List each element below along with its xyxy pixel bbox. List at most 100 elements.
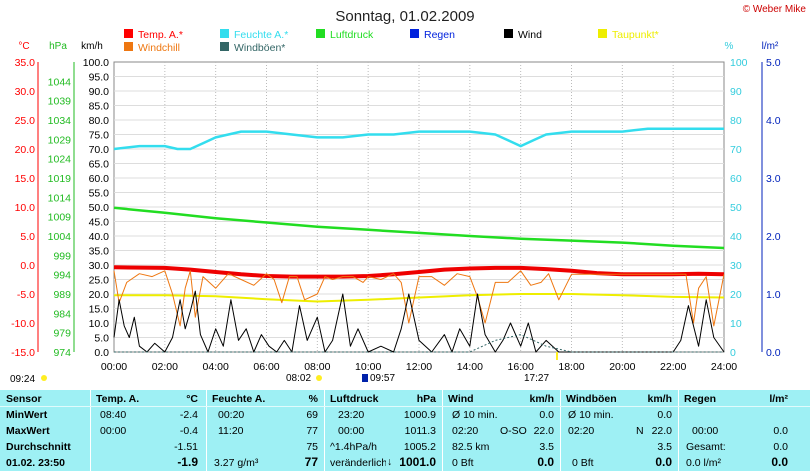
hpa-tick-label: 1024: [48, 154, 72, 166]
legend-swatch-7: [220, 42, 229, 51]
cur-feuchte-abs: 3.27 g/m³: [214, 457, 259, 469]
temp-tick-label: -15.0: [11, 347, 35, 359]
sensor-header: Sensor: [6, 393, 42, 405]
hpa-tick-label: 1044: [48, 76, 72, 88]
kmh-tick-label: 80.0: [89, 115, 110, 127]
sun-icon-2: [316, 375, 322, 381]
kmh-tick-label: 5.0: [94, 333, 109, 345]
legend-swatch-1: [220, 29, 229, 38]
kmh-tick-label: 15.0: [89, 304, 110, 316]
max-feuchte-value: 77: [306, 425, 318, 437]
time-tick-label: 12:00: [406, 361, 432, 373]
rain-tick-label: 5.0: [766, 57, 781, 69]
row-current-label: 01.02. 23:50: [6, 457, 65, 469]
time-tick-label: 10:00: [355, 361, 381, 373]
legend-swatch-5: [598, 29, 607, 38]
cur-temp-value: -1.9: [177, 455, 198, 469]
kmh-tick-label: 60.0: [89, 173, 110, 185]
hpa-tick-label: 989: [53, 289, 71, 301]
time-tick-label: 20:00: [609, 361, 635, 373]
marker-t2: 09:57: [370, 373, 395, 384]
min-boeen-value: 0.0: [657, 409, 672, 421]
min-feuchte-value: 69: [306, 409, 318, 421]
cur-wind-value: 0.0: [537, 455, 554, 469]
hpa-tick-label: 994: [53, 270, 71, 282]
legend-label-6: Windchill: [138, 42, 180, 54]
windboeen-header: Windböen: [566, 393, 617, 405]
pct-tick-label: 40: [730, 231, 742, 243]
avg-druck-value: 1005.2: [403, 441, 436, 453]
time-tick-label: 02:00: [152, 361, 178, 373]
time-tick-label: 00:00: [101, 361, 127, 373]
temp-unit-header: °C: [186, 393, 198, 405]
pct-tick-label: 30: [730, 260, 742, 272]
kmh-tick-label: 20.0: [89, 289, 110, 301]
time-tick-label: 16:00: [508, 361, 534, 373]
row-avg-label: Durchschnitt: [6, 441, 71, 453]
kmh-tick-label: 40.0: [89, 231, 110, 243]
cur-regen-value: 0.0: [771, 455, 788, 469]
temp-tick-label: -10.0: [11, 318, 35, 330]
feuchte-header: Feuchte A.: [212, 393, 266, 405]
temp-tick-label: -5.0: [17, 289, 35, 301]
legend-label-2: Luftdruck: [330, 29, 374, 41]
pct-tick-label: 60: [730, 173, 742, 185]
min-wind-value: 0.0: [539, 409, 554, 421]
time-tick-label: 08:00: [304, 361, 330, 373]
axis-units: °C hPa km/h % l/m²: [18, 41, 779, 52]
max-boeen-value: 22.0: [651, 425, 672, 437]
pct-tick-label: 80: [730, 115, 742, 127]
hpa-tick-label: 1019: [48, 173, 72, 185]
legend-label-3: Regen: [424, 29, 455, 41]
max-temp-value: -0.4: [179, 425, 198, 437]
cur-feuchte-value: 77: [304, 455, 318, 469]
regen-header: Regen: [684, 393, 717, 405]
avg-regen-value: 0.0: [773, 441, 788, 453]
cur-wind-bft: 0 Bft: [452, 457, 474, 469]
wind-header: Wind: [448, 393, 474, 405]
legend-label-0: Temp. A.*: [138, 29, 183, 41]
temp-tick-label: 30.0: [15, 86, 36, 98]
temp-tick-label: 35.0: [15, 57, 36, 69]
pct-tick-label: 50: [730, 202, 742, 214]
down-arrow-icon: ↓: [387, 456, 393, 468]
avg-temp-value: -1.51: [174, 441, 198, 453]
hpa-tick-label: 979: [53, 328, 71, 340]
min-boeen-label: Ø 10 min.: [568, 409, 614, 421]
pct-tick-label: 90: [730, 86, 742, 98]
kmh-tick-label: 0.0: [94, 347, 109, 359]
kmh-tick-label: 35.0: [89, 246, 110, 258]
avg-druck-trend: ^1.4hPa/h: [330, 441, 377, 453]
series-wind-line: [113, 290, 725, 353]
legend: Temp. A.* Feuchte A.* Luftdruck Regen Wind Ta…: [124, 29, 659, 54]
avg-regen-label: Gesamt:: [686, 441, 726, 453]
max-boeen-dir: N: [636, 425, 644, 437]
copyright-label: © Weber Mike: [743, 4, 807, 15]
legend-label-5: Taupunkt*: [612, 29, 659, 41]
marker-t1: 08:02: [286, 373, 311, 384]
row-min-label: MinWert: [6, 409, 48, 421]
series-luftdruck-line: [113, 206, 725, 250]
time-tick-label: 24:00: [711, 361, 737, 373]
kmh-tick-label: 25.0: [89, 275, 110, 287]
temp-tick-label: 20.0: [15, 144, 36, 156]
pct-tick-label: 100: [730, 57, 748, 69]
max-druck-time: 00:00: [338, 425, 365, 437]
time-tick-label: 22:00: [660, 361, 686, 373]
avg-wind-value: 3.5: [539, 441, 554, 453]
kmh-tick-label: 85.0: [89, 101, 110, 113]
pct-tick-label: 20: [730, 289, 742, 301]
legend-label-4: Wind: [518, 29, 542, 41]
hpa-tick-label: 974: [53, 347, 71, 359]
sun-icon: [41, 375, 47, 381]
min-feuchte-time: 00:20: [218, 409, 245, 421]
min-temp-time: 08:40: [100, 409, 127, 421]
pct-tick-label: 10: [730, 318, 742, 330]
moon-icon: [362, 374, 368, 382]
max-temp-time: 00:00: [100, 425, 127, 437]
marker-t3: 17:27: [524, 373, 549, 384]
kmh-unit-label: km/h: [81, 41, 103, 52]
axis-ticks: 35.0 30.0 25.0 20.0 15.0 10.0 5.0 0.0 -5.0 -10.0 -…: [11, 57, 781, 373]
temp-tick-label: 15.0: [15, 173, 36, 185]
time-tick-label: 04:00: [203, 361, 229, 373]
